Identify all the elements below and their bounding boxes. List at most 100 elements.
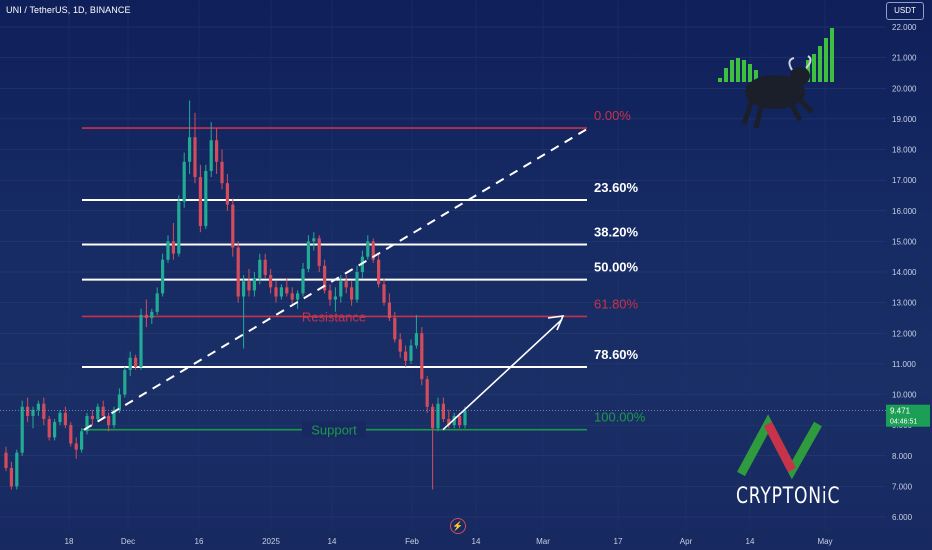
candle-body [9,468,13,487]
candle-body [236,247,240,297]
lightning-icon[interactable]: ⚡ [450,518,466,534]
candle-body [171,241,175,254]
brand-wordmark: CRYPTONiC [736,484,841,509]
currency-button[interactable]: USDT [886,2,924,20]
bull-bar [818,46,822,82]
candle-body [339,281,343,297]
y-tick-label: 10.000 [892,391,917,400]
candle-body [414,333,418,346]
candle-body [247,281,251,291]
candle-body [393,317,397,340]
resistance-label: Resistance [302,309,366,324]
candle-body [209,140,213,171]
y-tick-label: 21.000 [892,54,917,63]
candle-body [177,201,181,254]
candle-body [279,287,283,297]
candle-body [382,284,386,303]
candle-body [188,137,192,162]
candle-body [117,394,121,410]
candle-body [225,183,229,205]
candle-body [80,431,84,450]
candle-body [377,259,381,285]
candle-body [74,443,78,450]
x-tick-label: Feb [405,537,419,546]
candle-body [144,314,148,318]
bull-bar [736,58,740,82]
price-tag-countdown: 04:46:51 [890,419,917,426]
x-tick-label: 16 [195,537,204,546]
candle-body [285,287,289,294]
candle-body [231,204,235,248]
candle-body [452,415,456,426]
y-tick-label: 8.000 [892,452,913,461]
fib-label: 61.80% [594,296,639,311]
bull-bar [824,38,828,82]
candle-body [425,379,429,407]
candle-body [366,241,370,257]
support-label-bg [302,421,366,438]
candle-body [63,412,67,426]
candle-body [85,415,89,432]
candle-body [409,345,413,361]
candle-body [371,241,375,260]
candle-body [306,241,310,269]
trend-overlay: Resistance Support [0,128,886,438]
candle-body [112,409,116,426]
bull-legs [741,96,814,129]
fib-label: 0.00% [594,108,631,123]
projection-arrow [442,318,563,431]
x-tick-label: 14 [328,537,337,546]
candle-body [252,278,256,291]
fib-label: 78.60% [594,347,639,362]
candle-body [204,170,208,227]
y-tick-label: 14.000 [892,268,917,277]
dashed-trendline [83,128,587,431]
candle-body [69,425,73,444]
candle-body [36,403,40,410]
bull-bar [742,60,746,82]
candle-body [4,452,8,468]
bull-bar [718,78,722,82]
y-tick-label: 12.000 [892,329,917,338]
y-tick-label: 18.000 [892,146,917,155]
candle-body [90,415,94,419]
candle-body [101,406,105,416]
candle-body [323,265,327,291]
y-tick-label: 15.000 [892,237,917,246]
candle-body [220,161,224,184]
candle-body [420,333,424,380]
y-tick-label: 22.000 [892,23,917,32]
y-tick-label: 11.000 [892,360,916,369]
y-tick-label: 7.000 [892,482,913,491]
candle-body [463,410,467,426]
candle-body [128,357,132,370]
x-tick-label: 14 [472,537,481,546]
x-axis: 18 Dec 16 2025 14 Feb 14 Mar 17 Apr 14 May [65,537,833,546]
fibonacci-levels: 0.00% 23.60% 38.20% 50.00% 61.80% 78.60% 100.0… [82,108,646,431]
candle-body [123,370,127,395]
candle-body [47,419,51,438]
bull-icon [718,28,834,129]
fib-label: 50.00% [594,260,639,275]
candle-body [107,415,111,426]
y-tick-label: 19.000 [892,115,917,124]
candle-body [134,357,138,367]
candle-body [242,281,246,297]
candle-body [447,419,451,426]
y-axis: 22.000 21.000 20.000 19.000 18.000 17.000 16.0… [886,23,930,522]
bull-bar [830,28,834,82]
zig-red [764,421,796,473]
candle-body [398,339,402,352]
candle-body [258,259,262,279]
x-tick-label: May [817,537,832,546]
y-tick-label: 17.000 [892,176,917,185]
candle-body [20,406,24,453]
arrow-head [547,315,565,331]
bull-bar [812,54,816,82]
candle-body [96,406,100,419]
fib-label: 23.60% [594,180,639,195]
candle-body [355,272,359,300]
candle-body [182,161,186,202]
candle-body [269,275,273,288]
